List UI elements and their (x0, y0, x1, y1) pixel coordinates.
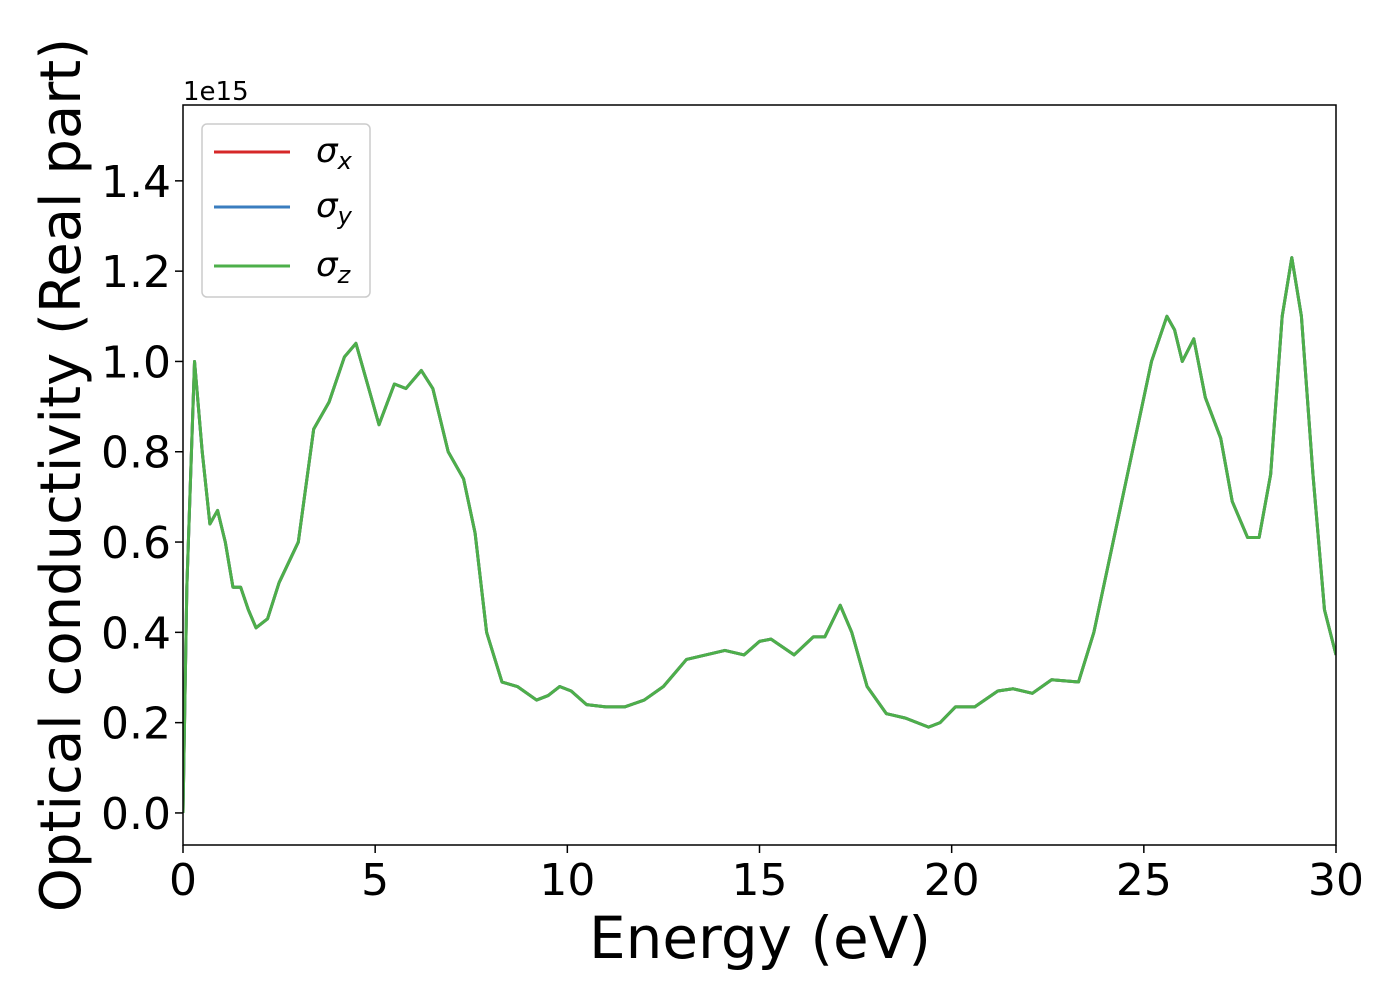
y-tick-label: 0.6 (101, 518, 171, 569)
y-tick-label: 0.4 (101, 608, 171, 659)
legend-label: σx (316, 131, 353, 175)
data-line (183, 256, 1336, 813)
x-tick-label: 25 (1116, 855, 1172, 906)
legend-box (201, 123, 371, 298)
x-tick-label: 10 (539, 855, 595, 906)
legend-label: σz (316, 245, 352, 289)
y-offset-text: 1e15 (183, 77, 249, 107)
x-axis-label: Energy (eV) (589, 904, 931, 972)
legend: σx σy σz (201, 123, 371, 298)
y-tick-label: 1.0 (101, 337, 171, 388)
x-tick-label: 0 (169, 855, 197, 906)
y-axis-label: Optical conductivity (Real part) (29, 38, 94, 912)
y-tick-label: 0.2 (101, 699, 171, 750)
y-tick-label: 0.8 (101, 428, 171, 479)
y-tick-label: 0.0 (101, 789, 171, 840)
plot-frame (182, 104, 1337, 846)
legend-label: σy (316, 186, 353, 230)
x-tick-label: 5 (361, 855, 389, 906)
x-tick-label: 20 (924, 855, 980, 906)
x-tick-label: 15 (732, 855, 788, 906)
y-tick-label: 1.2 (101, 247, 171, 298)
x-tick-label: 30 (1308, 855, 1364, 906)
y-tick-label: 1.4 (101, 157, 171, 208)
